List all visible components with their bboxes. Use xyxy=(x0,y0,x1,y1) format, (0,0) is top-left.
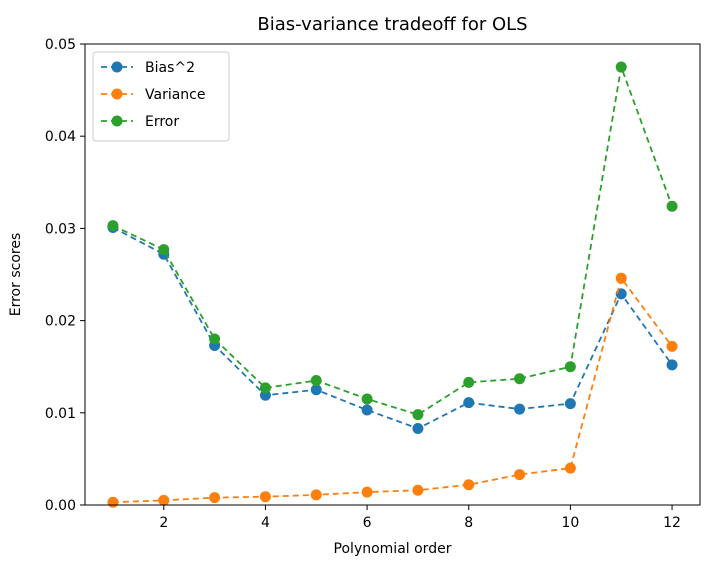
data-point xyxy=(564,398,576,410)
legend-marker xyxy=(111,61,123,73)
legend-label: Error xyxy=(145,114,179,130)
y-axis-label: Error scores xyxy=(8,233,24,317)
data-point xyxy=(463,376,475,388)
y-tick-label: 0.05 xyxy=(45,37,76,53)
data-point xyxy=(310,375,322,387)
legend-label: Bias^2 xyxy=(145,60,195,76)
data-point xyxy=(158,494,170,506)
data-point xyxy=(463,397,475,409)
y-tick-label: 0.02 xyxy=(45,314,76,330)
data-point xyxy=(412,409,424,421)
legend-marker xyxy=(111,115,123,127)
legend-box xyxy=(92,51,230,142)
x-tick-label: 12 xyxy=(663,515,681,531)
series-variance xyxy=(107,272,678,508)
series-line xyxy=(112,63,673,416)
data-point xyxy=(361,486,373,498)
legend: Bias^2 Variance Error xyxy=(92,51,230,142)
data-point xyxy=(412,422,424,434)
data-point xyxy=(361,404,373,416)
data-point xyxy=(514,469,526,481)
data-point xyxy=(564,361,576,373)
legend-item: Bias^2 xyxy=(101,60,195,76)
data-point xyxy=(259,491,271,503)
x-tick-label: 10 xyxy=(561,515,579,531)
x-axis-label: Polynomial order xyxy=(334,541,452,557)
data-point xyxy=(514,373,526,385)
data-point xyxy=(310,489,322,501)
data-point xyxy=(209,333,221,345)
axes-layer: 2 4 6 8 10 12 0.00 0.01 0.02 0.03 0.04 0.05 xyxy=(45,37,701,531)
data-point xyxy=(209,492,221,504)
chart-title: Bias-variance tradeoff for OLS xyxy=(257,14,527,35)
data-point xyxy=(361,393,373,405)
data-point xyxy=(107,496,119,508)
data-point xyxy=(463,479,475,491)
data-point xyxy=(158,244,170,256)
data-point xyxy=(615,61,627,73)
legend-item: Variance xyxy=(101,87,205,103)
data-point xyxy=(514,403,526,415)
data-point xyxy=(107,220,119,232)
data-point xyxy=(666,340,678,352)
data-point xyxy=(666,359,678,371)
data-point xyxy=(564,462,576,474)
legend-marker xyxy=(111,88,123,100)
series-line xyxy=(112,226,673,430)
y-tick-label: 0.01 xyxy=(45,406,76,422)
data-point xyxy=(666,200,678,212)
data-point xyxy=(310,384,322,396)
y-tick-label: 0.00 xyxy=(45,498,76,514)
data-point xyxy=(412,484,424,496)
x-tick-label: 4 xyxy=(261,515,270,531)
data-point xyxy=(259,382,271,394)
x-tick-label: 2 xyxy=(159,515,168,531)
plot-frame xyxy=(84,43,701,506)
series-error xyxy=(107,61,678,421)
legend-item: Error xyxy=(101,114,179,130)
series-line xyxy=(112,276,673,504)
x-tick-label: 8 xyxy=(464,515,473,531)
y-tick-label: 0.03 xyxy=(45,221,76,237)
series-bias-2 xyxy=(107,221,678,434)
y-tick-label: 0.04 xyxy=(45,129,76,145)
data-point xyxy=(615,272,627,284)
x-tick-label: 6 xyxy=(363,515,372,531)
legend-label: Variance xyxy=(145,87,205,103)
